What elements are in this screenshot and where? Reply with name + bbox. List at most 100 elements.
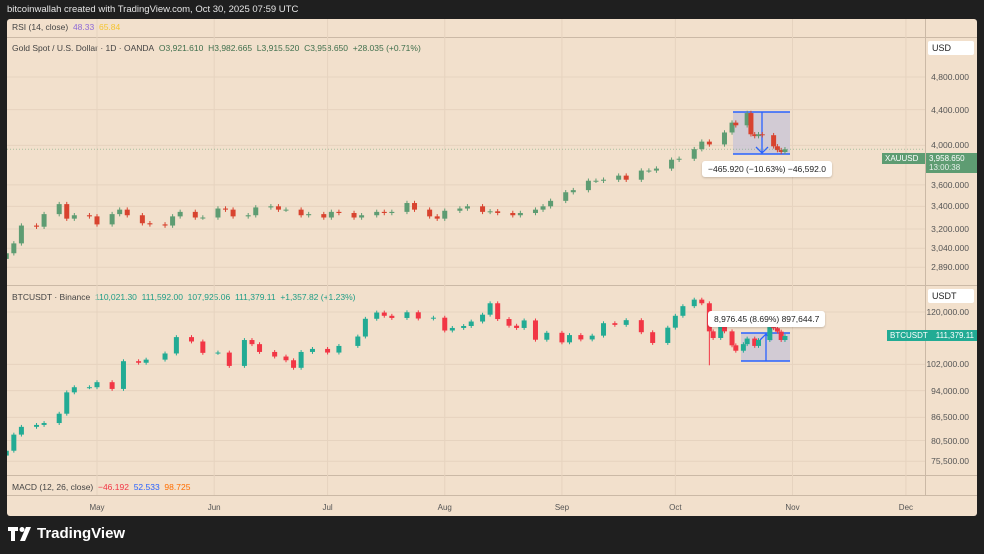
gold-candle [230, 209, 236, 217]
chart-panel[interactable]: RSI (14, close) 48.33 65.84 Gold Spot / … [7, 19, 977, 516]
gold-high: H3,982.665 [208, 43, 253, 53]
gold-candle [253, 207, 259, 216]
gold-candle [638, 170, 644, 180]
time-tick-label: Dec [898, 503, 914, 512]
gold-candle [389, 211, 395, 213]
gold-candle [94, 216, 100, 225]
gold-candle [427, 209, 433, 217]
candlestick-plot[interactable] [7, 19, 977, 516]
gold-candle [192, 211, 198, 218]
time-axis-border [7, 495, 977, 496]
gold-title: Gold Spot / U.S. Dollar · 1D · OANDA [12, 43, 155, 53]
gold-candle [86, 215, 92, 217]
btc-candle [468, 321, 474, 326]
gold-candle [328, 211, 334, 218]
macd-legend: MACD (12, 26, close) −46.192 52.533 98.7… [7, 482, 925, 492]
btc-candle [774, 328, 780, 332]
gold-candle [676, 158, 682, 160]
gold-candle [147, 223, 153, 225]
gold-candle [109, 214, 115, 225]
gold-candle [442, 210, 448, 219]
gold-candle [733, 122, 739, 126]
btc-candle [612, 323, 618, 325]
gold-close: C3,958.650 [304, 43, 349, 53]
gold-ticker-tag: XAUUSD [882, 153, 925, 164]
btc-candle [733, 345, 739, 351]
btc-measure-label: 8,976.45 (8.69%) 897,644.7 [708, 311, 826, 327]
pane-divider[interactable] [7, 475, 977, 476]
btc-candle [336, 345, 342, 353]
btc-candle [650, 332, 656, 343]
gold-candle [215, 208, 221, 218]
rsi-value: 48.33 [72, 22, 95, 32]
gold-candle [748, 113, 754, 135]
btc-candle [41, 423, 47, 425]
logo-text: TradingView [37, 525, 126, 542]
gold-price-tick: 4,000.000 [931, 140, 969, 151]
btc-candle [257, 344, 263, 352]
btc-candle [355, 336, 361, 346]
gold-candle [699, 141, 705, 150]
btc-candle [325, 348, 331, 353]
gold-candle [139, 215, 145, 224]
gold-open: O3,921.610 [158, 43, 204, 53]
gold-candle [480, 206, 486, 212]
btc-candle [691, 299, 697, 307]
gold-candle [162, 224, 168, 226]
btc-candle [7, 450, 9, 456]
btc-candle [487, 303, 493, 315]
gold-candle [771, 135, 777, 147]
btc-candle [680, 306, 686, 316]
gold-candle [653, 168, 659, 171]
btc-candle [298, 351, 304, 368]
price-axis-border [925, 19, 926, 495]
pane-divider[interactable] [7, 285, 977, 286]
gold-candle [223, 208, 229, 210]
gold-candle [298, 209, 304, 216]
btc-candle [601, 323, 607, 336]
btc-candle [430, 317, 436, 319]
chart-attribution: bitcoinwallah created with TradingView.c… [7, 4, 299, 15]
gold-candle [563, 192, 569, 201]
btc-low: 107,925.06 [187, 292, 231, 302]
gold-candle [540, 206, 546, 210]
gold-price-tick: 3,040.000 [931, 243, 969, 254]
gold-currency-unit[interactable]: USD [928, 41, 974, 55]
pane-divider[interactable] [7, 37, 977, 38]
gold-measure-label: −465.920 (−10.63%) −46,592.0 [702, 161, 832, 177]
gold-price-tick: 4,400.000 [931, 104, 969, 115]
btc-price-tick: 94,000.00 [931, 385, 969, 396]
btc-candle [699, 299, 705, 304]
btc-change: +1,357.82 (+1.23%) [280, 292, 356, 302]
btc-candle [226, 352, 232, 366]
gold-candle [7, 253, 9, 259]
btc-candle [162, 353, 168, 360]
gold-candle [532, 209, 538, 213]
btc-candle [710, 331, 716, 338]
gold-candle [359, 215, 365, 218]
btc-candle [86, 387, 92, 389]
btc-candle [495, 303, 501, 320]
gold-candle [464, 206, 470, 209]
time-tick-label: Jun [207, 503, 221, 512]
btc-candle [136, 361, 142, 363]
gold-candle [729, 122, 735, 133]
btc-candle [291, 360, 297, 368]
btc-candle [740, 344, 746, 351]
gold-candle [275, 206, 281, 210]
gold-candle [495, 211, 501, 213]
btc-candle [109, 382, 115, 389]
gold-candle [570, 190, 576, 193]
btc-currency-unit[interactable]: USDT [928, 289, 974, 303]
rsi-label: RSI (14, close) [12, 22, 69, 32]
gold-candle [646, 170, 652, 172]
btc-candle [120, 361, 126, 389]
gold-candle [412, 203, 418, 210]
btc-ticker-tag: BTCUSDT 111,379.11 [887, 330, 977, 341]
btc-candle [389, 315, 395, 318]
btc-candle [374, 312, 380, 319]
gold-candle [752, 134, 758, 137]
gold-candle [34, 225, 40, 227]
btc-candle [638, 320, 644, 333]
gold-candle [774, 146, 780, 151]
